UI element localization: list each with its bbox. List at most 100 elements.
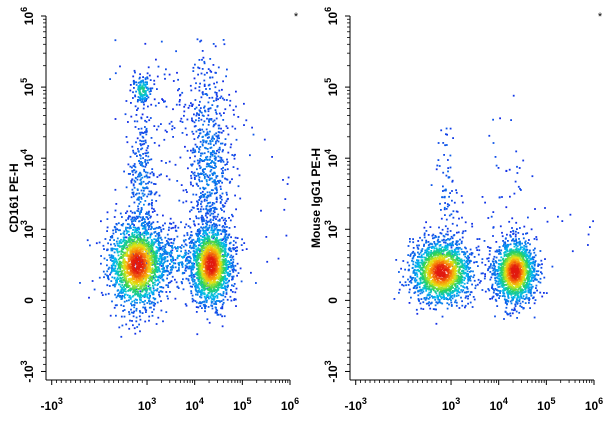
event-point <box>144 287 147 290</box>
event-point <box>151 267 154 270</box>
event-point <box>120 250 123 252</box>
event-point <box>217 229 220 231</box>
event-point <box>231 277 234 280</box>
event-point <box>153 308 155 311</box>
event-point <box>122 240 125 243</box>
event-point <box>143 175 146 178</box>
event-point <box>205 242 208 245</box>
event-point <box>146 213 149 216</box>
event-point <box>134 249 137 251</box>
event-point <box>210 118 213 121</box>
event-point <box>140 189 143 192</box>
event-point <box>220 243 223 246</box>
event-point <box>208 121 210 123</box>
event-point <box>222 242 224 244</box>
event-point <box>134 95 137 98</box>
event-point <box>129 294 131 297</box>
event-point <box>199 107 202 109</box>
event-point <box>128 227 131 230</box>
event-point <box>131 304 133 307</box>
event-point <box>208 205 211 208</box>
event-point <box>250 271 252 274</box>
event-point <box>131 320 133 322</box>
event-point <box>209 156 212 158</box>
event-point <box>121 224 124 227</box>
event-point <box>150 225 153 228</box>
event-point <box>203 278 205 281</box>
event-point <box>212 235 215 238</box>
event-point <box>141 268 144 271</box>
event-point <box>144 249 147 252</box>
event-point <box>240 244 243 246</box>
event-point <box>145 229 148 232</box>
event-point <box>192 250 195 252</box>
event-point <box>139 260 141 262</box>
event-point <box>166 277 168 280</box>
event-point <box>181 282 183 285</box>
event-point <box>210 209 212 212</box>
event-point <box>131 295 134 298</box>
event-point <box>150 268 152 271</box>
event-point <box>138 271 141 274</box>
event-point <box>153 255 156 258</box>
event-point <box>146 159 149 162</box>
event-point <box>144 139 147 142</box>
event-point <box>111 236 114 239</box>
event-point <box>152 281 154 284</box>
event-point <box>162 264 164 267</box>
event-point <box>142 186 144 189</box>
event-point <box>214 207 216 210</box>
event-point <box>166 255 169 258</box>
event-point <box>197 277 200 280</box>
event-point <box>147 155 150 158</box>
event-point <box>120 233 122 235</box>
event-point <box>223 243 225 245</box>
event-point <box>217 213 220 216</box>
event-point <box>136 299 138 301</box>
event-point <box>122 305 125 307</box>
event-point <box>148 292 151 295</box>
event-point <box>220 168 223 170</box>
event-point <box>196 250 198 253</box>
event-point <box>144 42 147 45</box>
event-point <box>203 289 205 292</box>
event-point <box>118 274 120 277</box>
event-point <box>141 217 144 220</box>
event-point <box>146 116 149 118</box>
event-point <box>165 265 168 268</box>
event-point <box>211 258 214 261</box>
event-point <box>223 266 225 269</box>
event-point <box>139 235 141 238</box>
event-point <box>160 261 163 263</box>
event-point <box>193 262 196 265</box>
event-point <box>144 91 147 93</box>
event-point <box>211 229 214 232</box>
event-point <box>191 117 193 120</box>
event-point <box>158 244 161 247</box>
event-point <box>222 160 225 163</box>
event-point <box>146 130 148 133</box>
event-point <box>130 302 132 305</box>
event-point <box>150 191 153 194</box>
event-point <box>214 267 217 269</box>
event-point <box>139 290 142 293</box>
event-point <box>122 278 125 281</box>
event-point <box>209 58 212 60</box>
event-point <box>209 69 212 72</box>
event-point <box>113 276 116 279</box>
event-point <box>228 246 231 249</box>
event-point <box>211 298 213 300</box>
event-point <box>150 264 153 266</box>
event-point <box>198 273 201 276</box>
event-point <box>158 246 161 249</box>
event-point <box>113 258 116 261</box>
event-point <box>201 301 204 303</box>
event-point <box>168 226 170 229</box>
event-point <box>151 211 154 213</box>
event-point <box>225 233 228 236</box>
event-point <box>196 255 198 257</box>
event-point <box>143 235 146 237</box>
event-point <box>223 98 226 101</box>
event-point <box>162 224 164 227</box>
event-point <box>212 269 215 272</box>
